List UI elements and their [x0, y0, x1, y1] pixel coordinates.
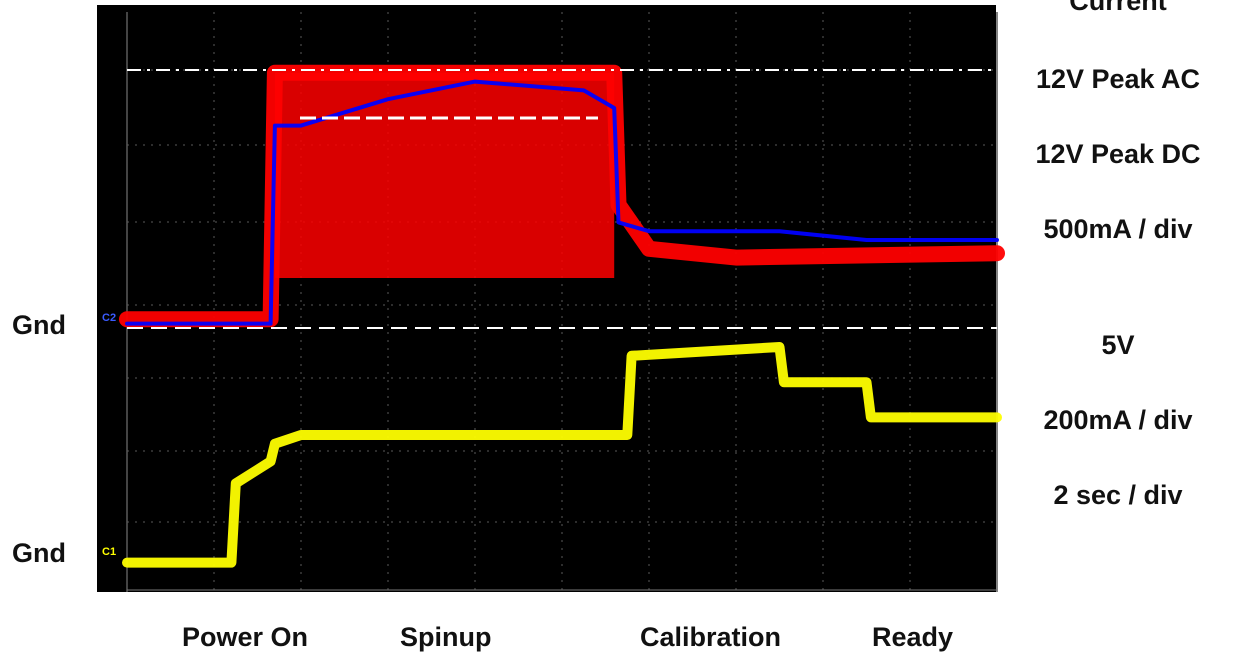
current-scale-label: 500mA / div	[1043, 214, 1193, 244]
channel-marker-c1: C1	[102, 546, 116, 558]
traces	[119, 64, 1005, 568]
channel-marker-c2: C2	[102, 312, 116, 324]
series-line	[122, 342, 1002, 568]
time-scale-label: 2 sec / div	[1053, 480, 1183, 510]
series-line	[125, 79, 999, 326]
current-label: Current	[1069, 0, 1167, 16]
peak-ac-label: 12V Peak AC	[1035, 64, 1201, 94]
peak-dc-label: 12V Peak DC	[1035, 139, 1201, 169]
reference-lines	[127, 69, 997, 329]
five-volt-label: 5V	[1101, 330, 1135, 360]
phase-calibration: Calibration	[640, 622, 782, 652]
gnd-label-lower: Gnd	[12, 538, 66, 568]
series-envelope	[274, 72, 615, 278]
five-volt-scale-label: 200mA / div	[1043, 405, 1193, 435]
phase-ready: Ready	[872, 622, 954, 652]
phase-power-on: Power On	[182, 622, 309, 652]
phase-spinup: Spinup	[400, 622, 492, 652]
gnd-label-upper: Gnd	[12, 310, 66, 340]
